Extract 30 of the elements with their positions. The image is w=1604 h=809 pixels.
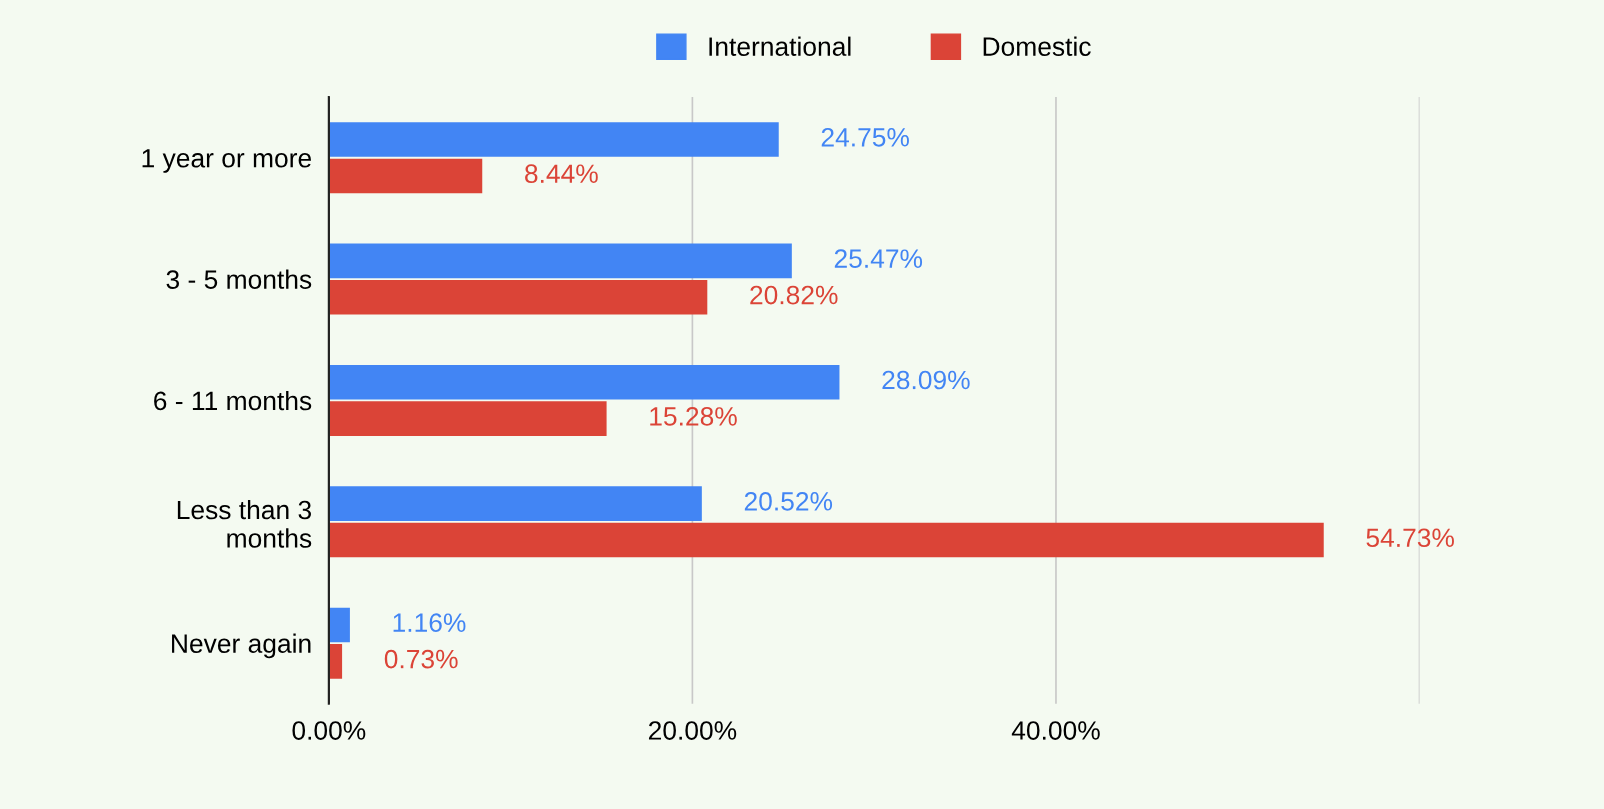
x-tick-label: 40.00% xyxy=(1011,721,1100,740)
x-tick-label: 20.00% xyxy=(648,721,737,740)
data-label: 0.73% xyxy=(384,649,458,669)
bar xyxy=(328,122,779,157)
bar xyxy=(328,644,343,679)
data-label: 20.52% xyxy=(744,492,833,511)
bar xyxy=(328,158,483,194)
legend-label: Domestic xyxy=(983,36,1091,56)
y-tick-label: 6 - 11 months xyxy=(154,390,312,411)
bar xyxy=(328,522,1324,558)
bar xyxy=(328,364,840,400)
data-label: 24.75% xyxy=(821,127,909,147)
data-label: 25.47% xyxy=(834,249,923,268)
data-label: 28.09% xyxy=(882,370,970,390)
legend-label: International xyxy=(709,36,851,56)
data-label: 1.16% xyxy=(393,613,466,633)
data-label: 15.28% xyxy=(650,407,737,426)
data-label: 54.73% xyxy=(1366,528,1454,548)
y-tick-label: 1 year or more xyxy=(142,149,311,173)
bar xyxy=(328,401,607,436)
data-label: 8.44% xyxy=(525,164,598,184)
bar xyxy=(328,486,702,521)
data-label: 20.82% xyxy=(750,285,838,305)
bar xyxy=(328,243,792,279)
y-tick-label: 3 - 5 months xyxy=(166,269,312,289)
bar xyxy=(328,607,350,643)
y-tick-label: Never again xyxy=(172,633,311,659)
bar xyxy=(328,280,708,315)
x-tick-label: 0.00% xyxy=(292,721,366,740)
y-tick-label: Less than 3 months xyxy=(177,499,312,548)
